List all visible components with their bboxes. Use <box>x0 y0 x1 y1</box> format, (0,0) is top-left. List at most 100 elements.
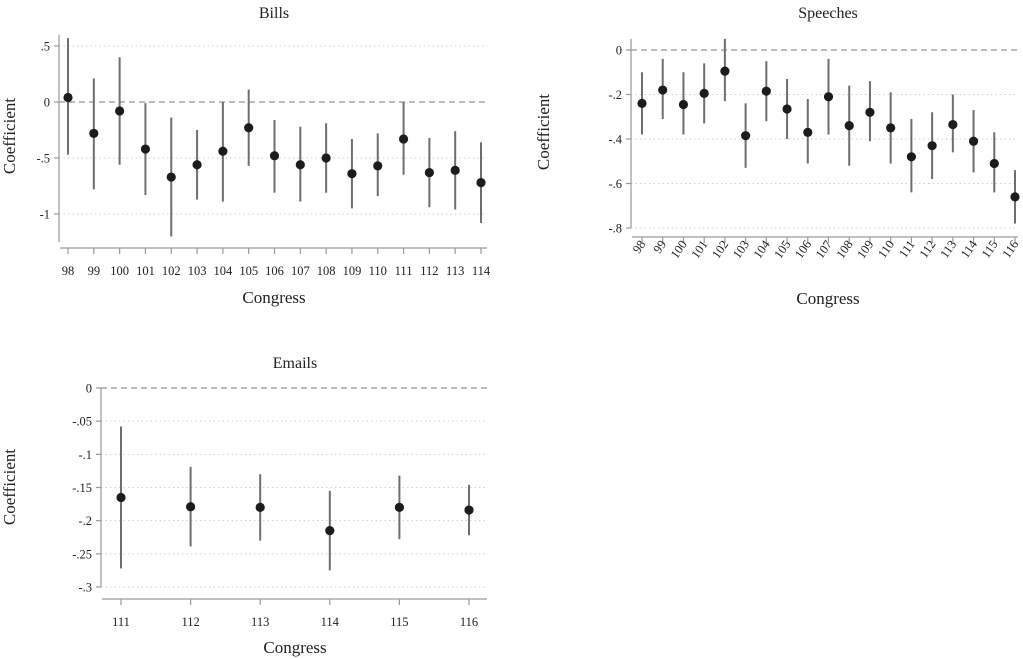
point-estimate <box>803 127 813 137</box>
x-tick-label: 112 <box>181 615 199 629</box>
x-tick-label: 100 <box>110 264 129 278</box>
point-estimate <box>1010 192 1020 202</box>
x-tick-label: 110 <box>369 264 387 278</box>
point-estimate <box>63 92 73 103</box>
x-tick-label: 113 <box>937 238 959 261</box>
point-estimate <box>658 85 668 95</box>
panel-title: Speeches <box>798 5 858 22</box>
point-estimate <box>948 119 958 130</box>
panel-title: Emails <box>273 355 317 372</box>
gridlines <box>631 49 1018 229</box>
point-estimate <box>424 167 434 178</box>
x-tick-label: 115 <box>979 238 1001 261</box>
y-tick-label: -.4 <box>608 133 622 147</box>
point-estimate <box>968 136 979 146</box>
panel-speeches: Speeches Coefficient Congress 0 -.2 -.4 -.6… <box>534 5 1021 308</box>
x-tick-label: 103 <box>188 264 207 278</box>
point-estimate <box>720 66 730 76</box>
point-estimate <box>637 98 647 108</box>
point-estimate <box>450 165 460 175</box>
point-estimate <box>927 141 937 151</box>
x-tick-label: 105 <box>771 238 793 261</box>
x-tick-label: 101 <box>688 238 710 261</box>
x-tick-label: 107 <box>291 264 310 278</box>
gridlines <box>101 387 487 588</box>
point-estimate <box>678 99 689 110</box>
x-tick-label: 110 <box>875 238 897 261</box>
x-tick-label: 106 <box>792 238 814 261</box>
x-tick-label: 107 <box>813 238 835 261</box>
y-tick-label: -.5 <box>36 152 50 166</box>
point-estimate <box>398 134 409 144</box>
y-axis: 0 -.05 -.1 -.15 -.2 -.25 -.3 <box>72 382 102 595</box>
point-estimate <box>906 152 916 162</box>
plot-marks <box>63 38 486 237</box>
point-estimate <box>394 502 404 512</box>
x-axis: 98 99 100 101 102 103 104 105 106 107 108 109 110 111… <box>60 247 491 278</box>
point-estimate <box>255 502 265 512</box>
panel-title: Bills <box>259 5 289 22</box>
x-tick-label: 104 <box>214 264 234 278</box>
point-estimate <box>116 492 126 503</box>
point-estimate <box>140 144 151 154</box>
x-axis-title: Congress <box>263 638 326 657</box>
x-tick-label: 114 <box>321 615 340 629</box>
y-tick-label: -.6 <box>608 177 622 191</box>
x-tick-label: 114 <box>472 264 491 278</box>
x-tick-label: 108 <box>833 238 855 261</box>
y-axis-title: Coefficient <box>0 98 19 174</box>
point-estimate <box>761 86 771 96</box>
x-tick-label: 106 <box>265 264 284 278</box>
point-estimate <box>166 172 176 182</box>
y-tick-label: -.3 <box>78 581 92 595</box>
plot-marks <box>637 38 1020 224</box>
y-tick-label: 0 <box>86 382 92 396</box>
point-estimate <box>192 160 202 170</box>
point-estimate <box>886 123 896 133</box>
x-tick-label: 99 <box>88 264 101 278</box>
y-axis-title: Coefficient <box>0 449 19 525</box>
x-tick-label: 109 <box>854 238 876 261</box>
point-estimate <box>244 123 254 133</box>
y-tick-label: -.2 <box>608 88 622 102</box>
x-axis-title: Congress <box>242 288 305 307</box>
point-estimate <box>186 502 196 512</box>
x-tick-label: 113 <box>446 264 464 278</box>
x-tick-label: 113 <box>251 615 269 629</box>
point-estimate <box>989 158 999 169</box>
point-estimate <box>476 178 486 188</box>
y-tick-label: -.8 <box>608 222 622 236</box>
point-estimate <box>844 121 854 131</box>
x-tick-label: 98 <box>62 264 75 278</box>
y-tick-label: -.15 <box>72 481 92 495</box>
y-tick-label: .5 <box>41 40 50 54</box>
point-estimate <box>325 526 335 536</box>
x-axis: 111 112 113 114 115 116 <box>102 598 487 629</box>
gridlines <box>59 45 487 215</box>
y-axis: .5 0 -.5 -1 <box>36 34 60 242</box>
x-axis-title: Congress <box>796 289 859 308</box>
x-tick-label: 114 <box>958 237 980 261</box>
panel-emails: Emails Coefficient Congress 0 -.05 -.1 -.15… <box>0 355 487 657</box>
point-estimate <box>741 131 751 141</box>
x-tick-label: 108 <box>317 264 336 278</box>
x-tick-label: 116 <box>999 238 1021 261</box>
point-estimate <box>269 151 280 161</box>
y-tick-label: -.25 <box>72 547 92 561</box>
y-tick-label: -.1 <box>78 448 92 462</box>
point-estimate <box>295 160 305 170</box>
x-tick-label: 101 <box>136 264 155 278</box>
x-tick-label: 102 <box>709 238 731 261</box>
point-estimate <box>464 505 474 515</box>
x-tick-label: 111 <box>395 264 413 278</box>
point-estimate <box>89 128 99 138</box>
x-tick-label: 111 <box>896 238 918 261</box>
plot-marks <box>116 426 474 571</box>
x-tick-label: 102 <box>162 264 181 278</box>
point-estimate <box>782 104 792 114</box>
x-tick-label: 103 <box>730 238 752 261</box>
point-estimate <box>865 107 875 117</box>
x-tick-label: 112 <box>917 238 939 261</box>
point-estimate <box>115 106 125 116</box>
